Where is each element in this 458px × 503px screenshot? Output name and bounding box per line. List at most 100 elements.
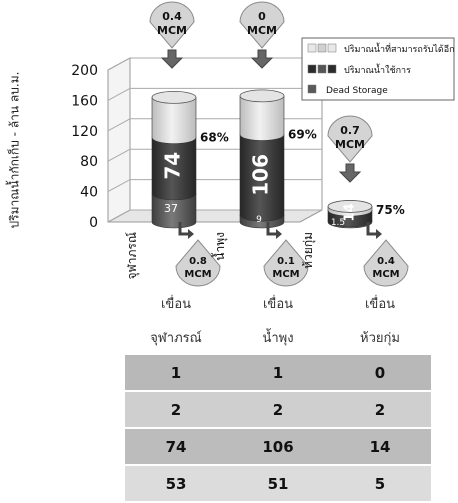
data-label: 106 [249,154,273,196]
data-label: 1.5 [331,218,345,228]
y-tick-label: 40 [80,185,98,201]
table-header-1-line1: เขื่อน [160,296,192,312]
inflow-unit: MCM [157,24,187,37]
table-cell: 14 [329,429,431,464]
summary-table: เขื่อน เขื่อน เขื่อน จุฬาภรณ์ น้ำพุง ห้ว… [125,285,431,503]
bar-segment [151,193,197,229]
table-header-2-line1: เขื่อน [262,296,294,312]
outflow-unit: MCM [372,269,399,280]
inflow-arrow-icon [160,49,184,69]
table-row: 2 2 2 [125,392,431,427]
x-tick-label: ห้วยกุ่ม [301,232,316,269]
table-cell: 51 [227,466,329,501]
y-tick-label: 0 [89,215,98,231]
y-tick-label: 200 [71,63,98,79]
droplet-shape [263,239,309,287]
data-label: 14 [343,203,358,221]
bar-group-3 [327,200,373,229]
outflow-arrow-icon [266,222,276,236]
table-cell: 53 [125,466,227,501]
inflow-unit: MCM [335,138,365,151]
table-cell: 2 [329,392,431,427]
outflow-callout-3: 0.4 MCM [363,222,409,287]
chart-floor [107,209,323,223]
x-tick-label: จุฬาภรณ์ [125,232,140,279]
data-label: 9 [256,215,262,225]
outflow-arrowhead [376,229,382,239]
chart-side-wall [107,57,131,223]
outflow-callout-2: 0.1 MCM [263,222,309,287]
outflow-value: 0.1 [277,256,295,267]
inflow-arrow-icon [338,163,362,183]
legend: ปริมาณน้ำที่สามารถรับได้อีกปริมาณน้ำใช้ก… [301,37,455,101]
table-cell: 1 [227,355,329,390]
table-row: 53 51 5 [125,466,431,501]
outflow-value: 0.8 [189,256,207,267]
inflow-unit: MCM [247,24,277,37]
legend-swatch [307,43,317,53]
inflow-arrow-icon [250,49,274,69]
bar-segment [239,134,285,222]
table-row: 74 106 14 [125,429,431,464]
gridline [107,87,322,101]
bar-top [327,200,373,213]
table-cell: 1 [125,355,227,390]
table-cell: 2 [227,392,329,427]
bar-group-1 [151,90,197,229]
y-axis-title: ปริมาณน้ำกักเก็บ - ล้าน ลบ.ม. [2,60,28,240]
legend-swatch [317,43,327,53]
table-header-2-line2: น้ำพุง [262,330,294,346]
droplet-shape [327,115,373,163]
data-label: 37 [164,202,178,215]
y-tick-label: 160 [71,93,98,109]
legend-swatch [327,64,337,74]
droplet-shape [363,239,409,287]
legend-box [301,37,455,101]
legend-label: ปริมาณน้ำที่สามารถรับได้อีก [344,42,455,55]
bar-segment [151,137,197,201]
droplet-shape [149,1,195,49]
outflow-unit: MCM [272,269,299,280]
y-axis-title-text: ปริมาณน้ำกักเก็บ - ล้าน ลบ.ม. [7,71,22,229]
percent-label: 75% [376,203,405,217]
outflow-unit: MCM [184,269,211,280]
table-cell: 106 [227,429,329,464]
percent-label: 68% [200,131,229,145]
legend-swatch [307,64,317,74]
table-cell: 74 [125,429,227,464]
table-cell: 5 [329,466,431,501]
bar-segment [239,95,285,141]
percent-label: 69% [288,128,317,142]
storage-chart: 0 40 80 120 160 200 74 37 68% 106 9 69% 14 1.5 75% 0.4 M… [71,1,455,287]
bar-top [239,89,285,103]
legend-label: ปริมาณน้ำใช้การ [344,63,411,76]
y-tick-label: 80 [80,154,98,170]
outflow-arrowhead [276,229,282,239]
bar-top [151,90,197,104]
table-header-3-line2: ห้วยกุ่ม [360,330,400,346]
y-tick-label: 120 [71,124,98,140]
inflow-value: 0 [258,10,266,23]
table-cell: 2 [125,392,227,427]
outflow-arrowhead [188,229,194,239]
table-cell: 0 [329,355,431,390]
table-row: 1 1 0 [125,355,431,390]
outflow-value: 0.4 [377,256,395,267]
droplet-shape [175,239,221,287]
table-header-1-line2: จุฬาภรณ์ [150,330,202,346]
inflow-value: 0.4 [162,10,182,23]
outflow-callout-1: 0.8 MCM [175,222,221,287]
data-label: 74 [161,152,185,180]
legend-swatch [307,84,317,94]
legend-label: Dead Storage [326,86,388,96]
inflow-value: 0.7 [340,124,360,137]
table-header-3-line1: เขื่อน [364,296,396,312]
outflow-arrow-icon [366,222,376,236]
legend-swatch [327,43,337,53]
bar-segment [151,97,197,144]
x-tick-label: น้ำพุง [211,232,228,261]
legend-swatch [317,64,327,74]
